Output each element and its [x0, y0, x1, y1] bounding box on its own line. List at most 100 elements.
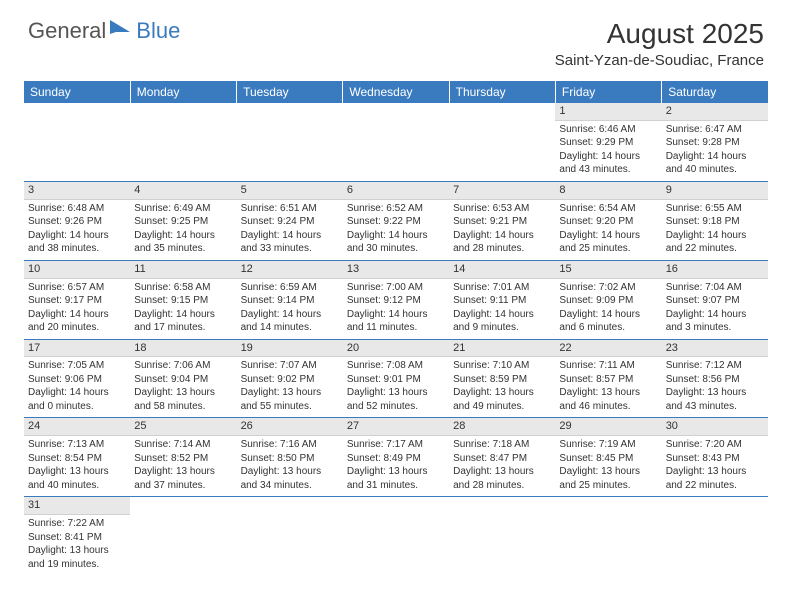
sunrise-text: Sunrise: 7:06 AM — [134, 359, 232, 373]
sunrise-text: Sunrise: 7:13 AM — [28, 438, 126, 452]
daylight-text: Daylight: 14 hours and 17 minutes. — [134, 308, 232, 335]
calendar-cell: 16Sunrise: 7:04 AMSunset: 9:07 PMDayligh… — [662, 260, 768, 339]
sunrise-text: Sunrise: 7:05 AM — [28, 359, 126, 373]
sunrise-text: Sunrise: 7:18 AM — [453, 438, 551, 452]
calendar-cell: 12Sunrise: 6:59 AMSunset: 9:14 PMDayligh… — [237, 260, 343, 339]
sunrise-text: Sunrise: 7:08 AM — [347, 359, 445, 373]
daylight-text: Daylight: 14 hours and 28 minutes. — [453, 229, 551, 256]
day-details: Sunrise: 7:06 AMSunset: 9:04 PMDaylight:… — [130, 357, 236, 417]
sunrise-text: Sunrise: 6:51 AM — [241, 202, 339, 216]
day-number: 31 — [24, 497, 130, 515]
calendar-cell — [343, 497, 449, 575]
day-details: Sunrise: 6:54 AMSunset: 9:20 PMDaylight:… — [555, 200, 661, 260]
calendar-cell: 14Sunrise: 7:01 AMSunset: 9:11 PMDayligh… — [449, 260, 555, 339]
sunset-text: Sunset: 8:47 PM — [453, 452, 551, 466]
day-details: Sunrise: 6:48 AMSunset: 9:26 PMDaylight:… — [24, 200, 130, 260]
day-details: Sunrise: 7:19 AMSunset: 8:45 PMDaylight:… — [555, 436, 661, 496]
calendar-cell: 7Sunrise: 6:53 AMSunset: 9:21 PMDaylight… — [449, 181, 555, 260]
day-details: Sunrise: 7:18 AMSunset: 8:47 PMDaylight:… — [449, 436, 555, 496]
sunrise-text: Sunrise: 7:12 AM — [666, 359, 764, 373]
day-details: Sunrise: 7:13 AMSunset: 8:54 PMDaylight:… — [24, 436, 130, 496]
day-number: 6 — [343, 182, 449, 200]
calendar-cell: 18Sunrise: 7:06 AMSunset: 9:04 PMDayligh… — [130, 339, 236, 418]
daylight-text: Daylight: 14 hours and 9 minutes. — [453, 308, 551, 335]
calendar-row: 1Sunrise: 6:46 AMSunset: 9:29 PMDaylight… — [24, 103, 768, 181]
sunset-text: Sunset: 9:22 PM — [347, 215, 445, 229]
brand-logo: General Blue — [28, 18, 180, 44]
day-number: 13 — [343, 261, 449, 279]
weekday-header: Tuesday — [237, 81, 343, 103]
sunset-text: Sunset: 9:24 PM — [241, 215, 339, 229]
day-number: 5 — [237, 182, 343, 200]
daylight-text: Daylight: 14 hours and 30 minutes. — [347, 229, 445, 256]
day-number: 25 — [130, 418, 236, 436]
calendar-cell — [343, 103, 449, 181]
day-number: 19 — [237, 340, 343, 358]
weekday-header: Saturday — [662, 81, 768, 103]
day-number: 27 — [343, 418, 449, 436]
day-details: Sunrise: 7:00 AMSunset: 9:12 PMDaylight:… — [343, 279, 449, 339]
calendar-cell: 23Sunrise: 7:12 AMSunset: 8:56 PMDayligh… — [662, 339, 768, 418]
calendar-cell: 17Sunrise: 7:05 AMSunset: 9:06 PMDayligh… — [24, 339, 130, 418]
daylight-text: Daylight: 13 hours and 37 minutes. — [134, 465, 232, 492]
calendar-cell — [449, 103, 555, 181]
day-details: Sunrise: 7:22 AMSunset: 8:41 PMDaylight:… — [24, 515, 130, 575]
day-number: 2 — [662, 103, 768, 121]
day-details: Sunrise: 7:07 AMSunset: 9:02 PMDaylight:… — [237, 357, 343, 417]
calendar-cell: 9Sunrise: 6:55 AMSunset: 9:18 PMDaylight… — [662, 181, 768, 260]
day-details: Sunrise: 7:05 AMSunset: 9:06 PMDaylight:… — [24, 357, 130, 417]
brand-part2: Blue — [136, 18, 180, 44]
daylight-text: Daylight: 13 hours and 40 minutes. — [28, 465, 126, 492]
daylight-text: Daylight: 14 hours and 0 minutes. — [28, 386, 126, 413]
day-number: 4 — [130, 182, 236, 200]
daylight-text: Daylight: 14 hours and 6 minutes. — [559, 308, 657, 335]
day-details: Sunrise: 6:52 AMSunset: 9:22 PMDaylight:… — [343, 200, 449, 260]
calendar-table: SundayMondayTuesdayWednesdayThursdayFrid… — [24, 81, 768, 575]
day-number: 26 — [237, 418, 343, 436]
day-details: Sunrise: 6:57 AMSunset: 9:17 PMDaylight:… — [24, 279, 130, 339]
calendar-cell: 5Sunrise: 6:51 AMSunset: 9:24 PMDaylight… — [237, 181, 343, 260]
sunset-text: Sunset: 8:59 PM — [453, 373, 551, 387]
calendar-cell: 10Sunrise: 6:57 AMSunset: 9:17 PMDayligh… — [24, 260, 130, 339]
calendar-cell: 22Sunrise: 7:11 AMSunset: 8:57 PMDayligh… — [555, 339, 661, 418]
month-title: August 2025 — [555, 18, 764, 50]
day-number: 17 — [24, 340, 130, 358]
day-number: 1 — [555, 103, 661, 121]
day-number: 21 — [449, 340, 555, 358]
daylight-text: Daylight: 13 hours and 31 minutes. — [347, 465, 445, 492]
calendar-cell: 29Sunrise: 7:19 AMSunset: 8:45 PMDayligh… — [555, 418, 661, 497]
calendar-cell — [555, 497, 661, 575]
calendar-row: 24Sunrise: 7:13 AMSunset: 8:54 PMDayligh… — [24, 418, 768, 497]
day-number: 14 — [449, 261, 555, 279]
day-number: 3 — [24, 182, 130, 200]
sunset-text: Sunset: 9:28 PM — [666, 136, 764, 150]
calendar-cell: 31Sunrise: 7:22 AMSunset: 8:41 PMDayligh… — [24, 497, 130, 575]
sunset-text: Sunset: 9:01 PM — [347, 373, 445, 387]
day-number: 9 — [662, 182, 768, 200]
sunset-text: Sunset: 8:52 PM — [134, 452, 232, 466]
sunset-text: Sunset: 9:26 PM — [28, 215, 126, 229]
sunset-text: Sunset: 9:02 PM — [241, 373, 339, 387]
sunrise-text: Sunrise: 7:07 AM — [241, 359, 339, 373]
sunset-text: Sunset: 8:49 PM — [347, 452, 445, 466]
calendar-cell: 19Sunrise: 7:07 AMSunset: 9:02 PMDayligh… — [237, 339, 343, 418]
sunset-text: Sunset: 9:25 PM — [134, 215, 232, 229]
sunrise-text: Sunrise: 7:10 AM — [453, 359, 551, 373]
daylight-text: Daylight: 14 hours and 40 minutes. — [666, 150, 764, 177]
calendar-cell: 13Sunrise: 7:00 AMSunset: 9:12 PMDayligh… — [343, 260, 449, 339]
sunset-text: Sunset: 8:54 PM — [28, 452, 126, 466]
sunrise-text: Sunrise: 7:22 AM — [28, 517, 126, 531]
day-details: Sunrise: 6:51 AMSunset: 9:24 PMDaylight:… — [237, 200, 343, 260]
calendar-cell: 21Sunrise: 7:10 AMSunset: 8:59 PMDayligh… — [449, 339, 555, 418]
sunrise-text: Sunrise: 6:57 AM — [28, 281, 126, 295]
sunrise-text: Sunrise: 7:14 AM — [134, 438, 232, 452]
header: General Blue August 2025 Saint-Yzan-de-S… — [0, 0, 792, 77]
calendar-cell — [449, 497, 555, 575]
daylight-text: Daylight: 14 hours and 38 minutes. — [28, 229, 126, 256]
daylight-text: Daylight: 13 hours and 55 minutes. — [241, 386, 339, 413]
daylight-text: Daylight: 14 hours and 25 minutes. — [559, 229, 657, 256]
sunrise-text: Sunrise: 6:48 AM — [28, 202, 126, 216]
daylight-text: Daylight: 13 hours and 28 minutes. — [453, 465, 551, 492]
sunrise-text: Sunrise: 7:20 AM — [666, 438, 764, 452]
calendar-cell: 3Sunrise: 6:48 AMSunset: 9:26 PMDaylight… — [24, 181, 130, 260]
